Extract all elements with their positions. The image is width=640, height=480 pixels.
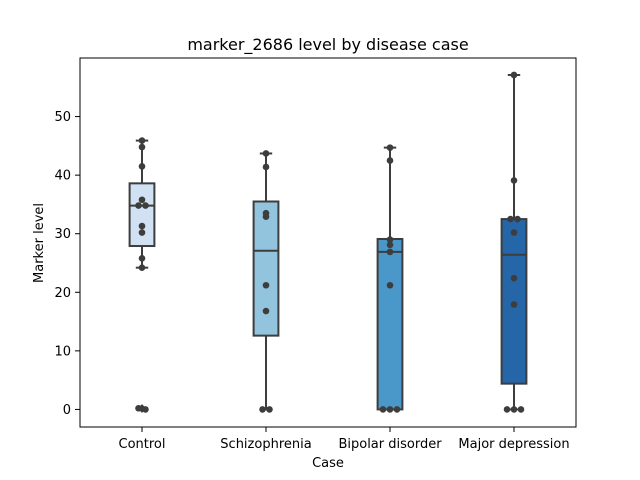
data-point-1-5 (262, 209, 270, 217)
data-point-1-0 (259, 406, 266, 413)
y-tick-label-3: 30 (54, 227, 71, 242)
box-2 (376, 237, 404, 411)
x-tick-label-2: Bipolar disorder (338, 437, 442, 452)
data-point-1-2 (262, 307, 270, 315)
data-point-2-2 (393, 406, 401, 413)
data-point-0-0 (135, 404, 142, 412)
data-point-1-3 (262, 281, 270, 289)
data-point-2-0 (379, 406, 387, 413)
data-point-2-3 (386, 281, 394, 289)
x-tick-label-3: Major depression (458, 437, 569, 452)
data-point-1-7 (262, 150, 270, 157)
data-point-0-5 (135, 202, 142, 209)
data-point-0-4 (138, 229, 146, 236)
data-point-0-3 (138, 255, 146, 262)
data-point-3-7 (510, 274, 518, 282)
y-tick-label-4: 40 (54, 169, 71, 184)
plot-area: 0 10 20 30 40 50 Control Schizophrenia Bipolar d… (54, 71, 570, 452)
data-point-0-10 (138, 222, 146, 230)
y-tick-label-2: 20 (54, 286, 71, 301)
data-point-0-11 (138, 163, 146, 170)
data-point-3-6 (510, 71, 518, 79)
x-axis-label: Case (312, 456, 344, 471)
data-point-2-6 (386, 236, 394, 243)
y-tick-label-1: 10 (54, 344, 71, 359)
y-axis-label: Marker level (32, 203, 47, 283)
data-point-1-1 (266, 406, 273, 413)
data-point-0-2 (138, 264, 146, 271)
data-point-2-4 (386, 248, 394, 256)
x-tick-label-0: Control (119, 437, 166, 452)
data-point-0-6 (142, 202, 149, 209)
y-tick-label-0: 0 (63, 403, 71, 418)
data-point-3-5 (510, 177, 518, 184)
box-1 (252, 200, 280, 337)
data-point-3-3 (510, 301, 518, 308)
axes-frame (79, 57, 577, 428)
data-point-3-0 (503, 406, 511, 413)
data-point-3-9 (514, 215, 521, 223)
data-point-2-5 (386, 241, 394, 249)
data-point-0-8 (138, 143, 146, 151)
box-0 (128, 182, 156, 248)
y-tick-label-5: 50 (54, 110, 71, 125)
data-point-2-8 (386, 144, 394, 151)
data-point-2-7 (386, 157, 394, 164)
data-point-0-9 (138, 137, 146, 144)
data-point-0-1 (142, 406, 149, 413)
data-point-3-2 (517, 406, 525, 413)
data-point-2-1 (386, 406, 394, 413)
data-point-3-8 (507, 215, 514, 223)
data-point-1-6 (262, 163, 270, 171)
data-point-0-7 (138, 196, 146, 204)
x-tick-label-1: Schizophrenia (220, 437, 311, 452)
chart-title: marker_2686 level by disease case (187, 35, 468, 55)
data-point-3-4 (510, 229, 518, 236)
data-point-3-1 (510, 406, 518, 413)
